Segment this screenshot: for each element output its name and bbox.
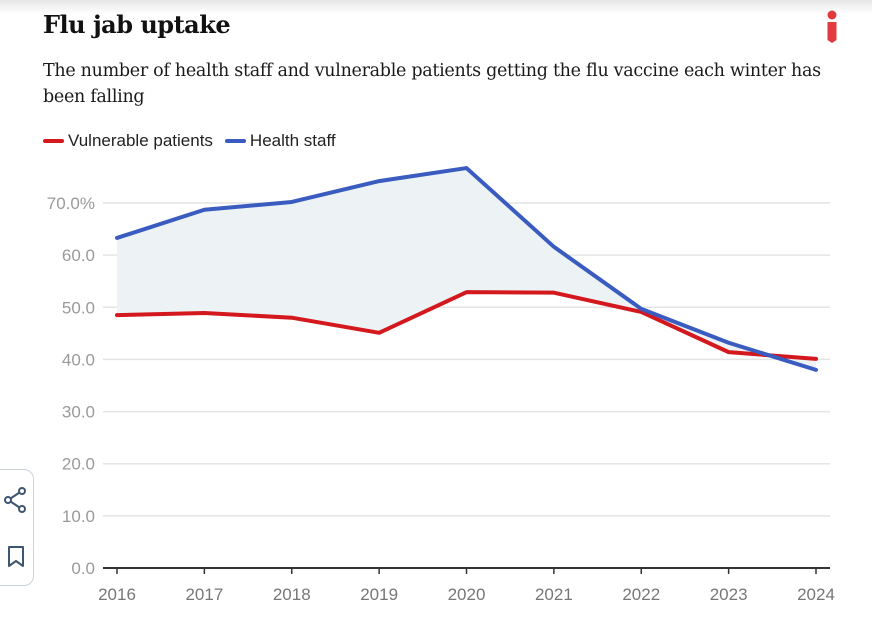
logo-stem [827,22,837,43]
series-line-vulnerable-patients [115,290,818,361]
legend-label: Health staff [249,131,336,150]
y-tick-label: 30.0 [62,403,95,422]
top-shade [0,0,872,14]
y-tick-label: 10.0 [62,507,95,526]
y-tick-label: 40.0 [62,350,95,369]
y-tick-label: 20.0 [62,455,95,474]
action-sidebar [0,469,34,586]
series-line-health-staff [115,166,818,372]
series-lines [115,166,818,372]
share-icon[interactable] [3,486,29,514]
x-tick-label: 2024 [797,585,835,604]
independent-i-logo-icon[interactable] [825,10,839,44]
x-tick-label: 2022 [622,585,660,604]
x-tick-label: 2018 [273,585,311,604]
y-tick-label: 70.0% [47,194,95,213]
area-between-series [117,168,816,370]
x-tick-label: 2017 [185,585,223,604]
legend: Vulnerable patients Health staff [43,131,348,151]
x-tick-label: 2016 [98,585,136,604]
x-tick-label: 2019 [360,585,398,604]
chart-subtitle: The number of health staff and vulnerabl… [43,61,821,107]
legend-label: Vulnerable patients [68,131,213,150]
y-tick-label: 60.0 [62,246,95,265]
x-tick-label: 2023 [710,585,748,604]
logo-dot [827,10,837,20]
legend-swatch-vulnerable [43,139,64,143]
legend-swatch-health-staff [224,139,246,143]
y-tick-label: 0.0 [71,559,95,578]
x-tick-label: 2021 [535,585,573,604]
x-tick-label: 2020 [448,585,486,604]
x-axis: 2016 2017 2018 2019 2020 2021 2022 2023 2024 [98,567,835,604]
y-axis-labels: 0.0 10.0 20.0 30.0 40.0 50.0 60.0 70.0% [47,194,95,578]
chart-title: Flu jab uptake [43,10,231,39]
y-tick-label: 50.0 [62,298,95,317]
legend-item-health-staff: Health staff [224,131,336,151]
legend-item-vulnerable-patients: Vulnerable patients [43,131,213,151]
bookmark-icon[interactable] [7,545,27,569]
